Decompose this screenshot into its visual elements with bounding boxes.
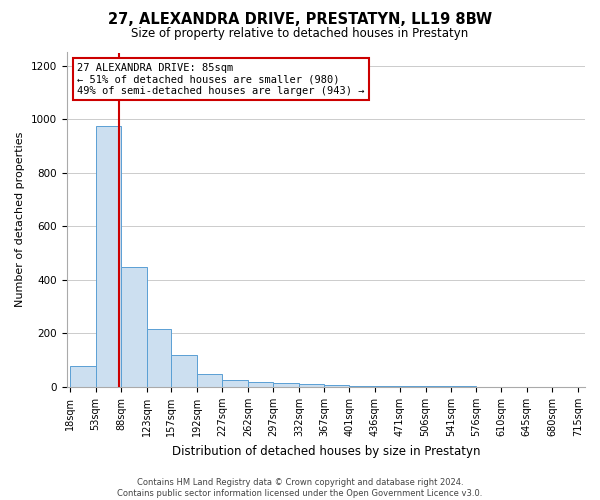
Text: Size of property relative to detached houses in Prestatyn: Size of property relative to detached ho… xyxy=(131,28,469,40)
Bar xyxy=(425,386,451,387)
Bar xyxy=(197,374,223,387)
Bar xyxy=(172,355,197,387)
Text: Contains HM Land Registry data © Crown copyright and database right 2024.
Contai: Contains HM Land Registry data © Crown c… xyxy=(118,478,482,498)
Bar xyxy=(146,330,172,387)
X-axis label: Distribution of detached houses by size in Prestatyn: Distribution of detached houses by size … xyxy=(172,444,480,458)
Bar xyxy=(248,382,274,387)
Bar xyxy=(274,383,299,387)
Bar xyxy=(299,384,325,387)
Text: 27, ALEXANDRA DRIVE, PRESTATYN, LL19 8BW: 27, ALEXANDRA DRIVE, PRESTATYN, LL19 8BW xyxy=(108,12,492,28)
Y-axis label: Number of detached properties: Number of detached properties xyxy=(15,132,25,308)
Bar xyxy=(349,386,374,387)
Bar xyxy=(95,126,121,387)
Bar xyxy=(223,380,248,387)
Text: 27 ALEXANDRA DRIVE: 85sqm
← 51% of detached houses are smaller (980)
49% of semi: 27 ALEXANDRA DRIVE: 85sqm ← 51% of detac… xyxy=(77,62,364,96)
Bar xyxy=(374,386,400,387)
Bar xyxy=(400,386,425,387)
Bar xyxy=(451,386,476,387)
Bar xyxy=(325,386,349,387)
Bar xyxy=(70,366,95,387)
Bar xyxy=(121,266,146,387)
